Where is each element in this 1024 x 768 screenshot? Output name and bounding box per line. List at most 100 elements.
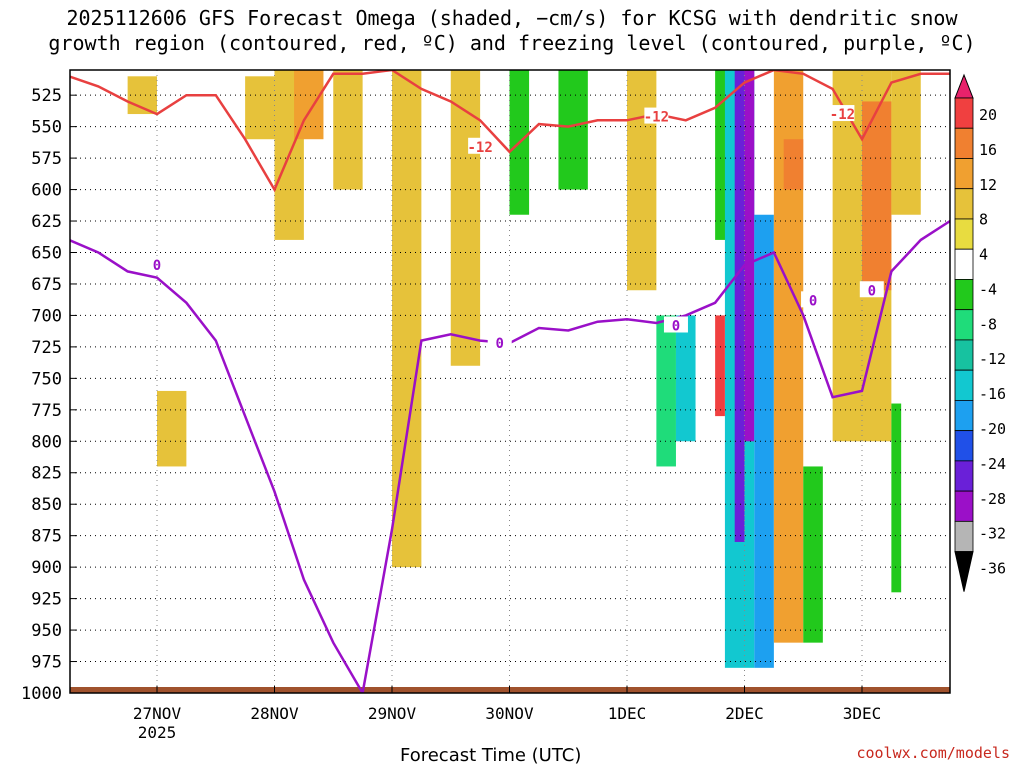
omega-cell — [862, 101, 892, 291]
omega-cell — [734, 70, 745, 542]
purple-contour-label-bg — [663, 316, 688, 333]
y-tick-label: 700 — [31, 306, 62, 326]
red-contour-label: -12 — [467, 140, 492, 156]
y-tick-label: 550 — [31, 118, 62, 138]
colorbar-swatch — [954, 279, 974, 311]
colorbar-swatch — [954, 490, 974, 522]
y-tick-label: 600 — [31, 181, 62, 201]
x-tick-label: 2DEC — [725, 704, 764, 723]
purple-contour-label: 0 — [495, 336, 503, 352]
colorbar-bottom-arrow — [954, 551, 974, 592]
x-year-label: 2025 — [138, 723, 177, 742]
omega-cell — [803, 466, 823, 643]
y-tick-label: 1000 — [21, 684, 62, 704]
omega-cell — [450, 70, 481, 366]
chart-title-line-2: growth region (contoured, red, ºC) and f… — [48, 31, 976, 55]
y-tick-label: 925 — [31, 590, 62, 610]
red-contour-label: -12 — [830, 107, 855, 123]
omega-cell — [157, 390, 187, 467]
y-tick-label: 775 — [31, 401, 62, 421]
purple-contour-label: 0 — [672, 318, 680, 334]
y-tick-label: 825 — [31, 464, 62, 484]
y-tick-label: 650 — [31, 243, 62, 263]
omega-cell — [783, 139, 804, 190]
colorbar-label: -16 — [979, 385, 1006, 403]
red-contour-label-bg — [830, 105, 855, 122]
x-tick-label: 30NOV — [485, 704, 534, 723]
red-contour-label-bg — [468, 137, 493, 154]
colorbar-swatch — [954, 430, 974, 462]
omega-cell — [891, 403, 902, 593]
colorbar-label: -24 — [979, 455, 1006, 473]
omega-cell — [891, 70, 921, 215]
colorbar-label: 4 — [979, 246, 988, 264]
omega-cell — [245, 76, 275, 140]
colorbar-label: -32 — [979, 525, 1006, 543]
colorbar-swatch — [954, 369, 974, 401]
colorbar-label: -8 — [979, 315, 997, 333]
x-tick-label: 27NOV — [133, 704, 182, 723]
omega-cell — [715, 315, 725, 417]
colorbar-label: 16 — [979, 141, 997, 159]
x-tick-label: 3DEC — [843, 704, 882, 723]
omega-cell — [294, 70, 324, 140]
omega-shading — [127, 70, 921, 668]
y-tick-label: 575 — [31, 149, 62, 169]
omega-cell — [627, 70, 657, 291]
y-tick-label: 875 — [31, 527, 62, 547]
colorbar-swatch — [954, 158, 974, 190]
colorbar-swatch — [954, 399, 974, 432]
colorbar-label: -12 — [979, 350, 1006, 368]
y-tick-label: 975 — [31, 653, 62, 673]
y-tick-label: 800 — [31, 432, 62, 452]
y-tick-label: 625 — [31, 212, 62, 232]
chart-title-line-1: 2025112606 GFS Forecast Omega (shaded, −… — [66, 6, 958, 30]
colorbar-top-arrow — [954, 73, 974, 99]
omega-cell — [754, 214, 774, 668]
colorbar-swatch — [954, 127, 974, 159]
colorbar-swatch — [954, 188, 974, 220]
purple-contour-label-bg — [145, 256, 169, 273]
purple-contour-label-bg — [859, 281, 884, 298]
dendritic-12c-contour — [70, 70, 950, 193]
omega-cell — [558, 70, 588, 190]
purple-contour-label: 0 — [153, 258, 161, 274]
colorbar-label: 20 — [979, 106, 997, 124]
colorbar-label: -20 — [979, 420, 1006, 438]
red-contour-label: -12 — [644, 110, 669, 126]
y-tick-label: 850 — [31, 495, 62, 515]
y-tick-label: 725 — [31, 338, 62, 358]
purple-contour-label-bg — [801, 291, 826, 308]
colorbar-label: -28 — [979, 490, 1006, 508]
red-contour-label-bg — [644, 107, 669, 124]
colorbar-swatch — [954, 309, 974, 341]
plot-frame — [69, 69, 951, 694]
colorbar-label: 8 — [979, 211, 988, 229]
y-tick-label: 525 — [31, 86, 62, 106]
colorbar-swatch — [954, 460, 974, 492]
x-axis-title: Forecast Time (UTC) — [400, 745, 582, 766]
colorbar-label: -4 — [979, 280, 997, 298]
colorbar-label: -36 — [979, 560, 1006, 578]
colorbar-swatch — [954, 97, 974, 129]
x-tick-label: 1DEC — [608, 704, 647, 723]
x-tick-label: 29NOV — [368, 704, 417, 723]
colorbar-swatch — [954, 339, 974, 371]
colorbar-swatch — [954, 218, 974, 250]
x-tick-label: 28NOV — [250, 704, 299, 723]
omega-cell — [656, 315, 676, 467]
y-tick-label: 750 — [31, 369, 62, 389]
colorbar-swatch — [954, 248, 974, 280]
omega-cell — [333, 70, 363, 190]
purple-contour-label: 0 — [809, 293, 817, 309]
purple-contour-label-bg — [487, 334, 512, 351]
purple-contour-label: 0 — [868, 283, 876, 299]
y-tick-label: 950 — [31, 621, 62, 641]
colorbar-label: 12 — [979, 176, 997, 194]
site-credit: coolwx.com/models — [856, 744, 1010, 762]
omega-cell — [744, 70, 755, 442]
y-tick-label: 900 — [31, 558, 62, 578]
y-tick-label: 675 — [31, 275, 62, 295]
omega-cell — [392, 70, 422, 568]
